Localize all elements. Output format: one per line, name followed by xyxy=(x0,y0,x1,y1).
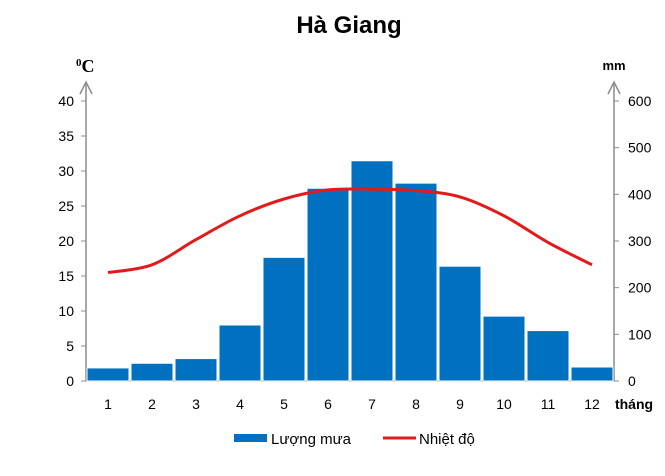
temperature-line xyxy=(107,187,593,274)
left-tick-label: 10 xyxy=(58,303,74,319)
right-tick-label: 0 xyxy=(628,373,636,389)
rainfall-bar xyxy=(86,367,130,382)
right-tick-label: 500 xyxy=(628,140,652,156)
right-tick-label: 600 xyxy=(628,93,652,109)
rainfall-bar xyxy=(482,315,526,382)
left-axis-arrow xyxy=(79,80,93,95)
line-series xyxy=(107,187,593,274)
axes xyxy=(79,80,621,382)
left-axis-unit-main: C xyxy=(82,56,95,76)
legend-swatch-rainfall xyxy=(234,434,267,442)
x-tick-label: 1 xyxy=(104,396,112,412)
chart-title: Hà Giang xyxy=(296,12,401,39)
right-tick-label: 300 xyxy=(628,233,652,249)
left-tick-label: 20 xyxy=(58,233,74,249)
rainfall-bar xyxy=(218,324,262,382)
rainfall-bar xyxy=(570,366,614,382)
x-tick-label: 10 xyxy=(496,396,512,412)
x-tick-label: 3 xyxy=(192,396,200,412)
left-axis-unit: 0C xyxy=(76,56,95,76)
right-axis-arrow xyxy=(607,80,621,95)
right-tick-label: 100 xyxy=(628,326,652,342)
x-tick-label: 4 xyxy=(236,396,244,412)
legend-label-rainfall: Lượng mưa xyxy=(271,431,352,448)
left-tick-label: 25 xyxy=(58,198,74,214)
bar-series xyxy=(86,160,614,382)
left-tick-label: 35 xyxy=(58,128,74,144)
rainfall-bar xyxy=(394,182,438,382)
rainfall-bar xyxy=(130,362,174,382)
right-tick-label: 400 xyxy=(628,186,652,202)
left-tick-label: 15 xyxy=(58,268,74,284)
right-tick-label: 200 xyxy=(628,280,652,296)
x-tick-label: 5 xyxy=(280,396,288,412)
x-tick-label: 2 xyxy=(148,396,156,412)
rainfall-bar xyxy=(526,330,570,382)
x-tick-label: 9 xyxy=(456,396,464,412)
rainfall-bar xyxy=(438,265,482,382)
x-tick-label: 7 xyxy=(368,396,376,412)
rainfall-bar xyxy=(262,256,306,382)
left-tick-label: 40 xyxy=(58,93,74,109)
x-tick-label: 11 xyxy=(541,396,556,412)
left-axis-unit-sup: 0 xyxy=(76,57,82,69)
x-axis-label: tháng xyxy=(615,396,653,412)
left-tick-label: 30 xyxy=(58,163,74,179)
legend-label-temperature: Nhiệt độ xyxy=(419,431,475,448)
legend: Lượng mưa Nhiệt độ xyxy=(234,431,475,448)
rainfall-bar xyxy=(306,187,350,382)
left-tick-label: 0 xyxy=(66,373,74,389)
x-tick-label: 6 xyxy=(324,396,332,412)
x-tick-label: 12 xyxy=(584,396,600,412)
left-tick-label: 5 xyxy=(66,338,74,354)
rainfall-bar xyxy=(350,160,394,382)
x-tick-label: 8 xyxy=(412,396,420,412)
right-axis-unit: mm xyxy=(602,58,625,73)
rainfall-bar xyxy=(174,358,218,382)
